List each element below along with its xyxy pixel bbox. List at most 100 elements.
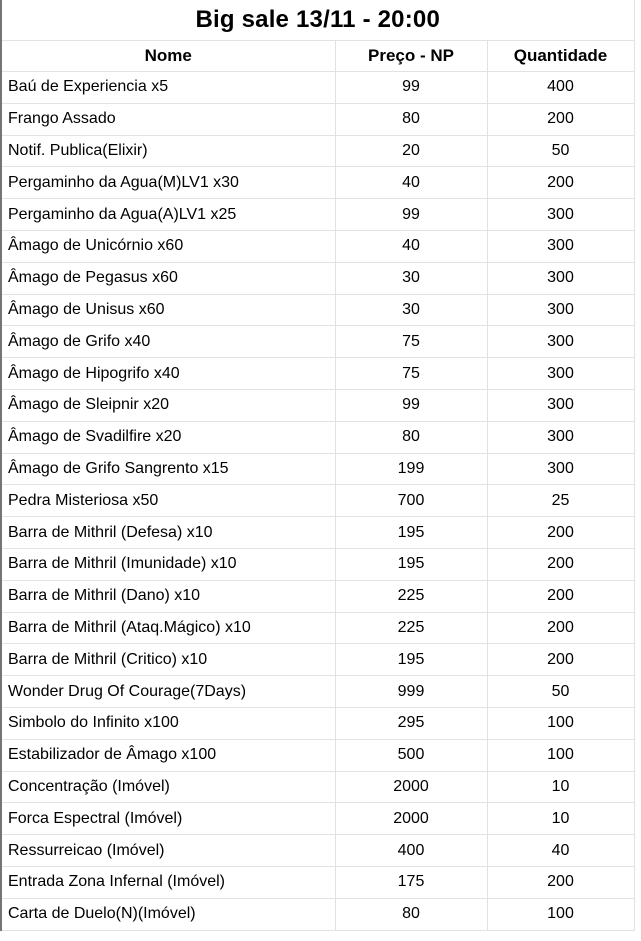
price-cell[interactable]: 999 <box>334 675 488 708</box>
quantity-cell[interactable]: 10 <box>486 770 635 804</box>
quantity-cell[interactable]: 25 <box>486 484 635 518</box>
price-cell[interactable]: 400 <box>334 834 488 867</box>
item-name-cell[interactable]: Âmago de Unicórnio x60 <box>0 229 336 263</box>
quantity-cell[interactable]: 100 <box>486 706 635 740</box>
item-name-cell[interactable]: Pedra Misteriosa x50 <box>0 484 336 518</box>
table-row: Frango Assado 80 200 <box>0 102 635 136</box>
quantity-cell[interactable]: 50 <box>486 134 635 168</box>
price-cell[interactable]: 700 <box>334 484 488 518</box>
price-cell[interactable]: 225 <box>334 579 488 613</box>
quantity-cell[interactable]: 200 <box>486 102 635 136</box>
quantity-cell[interactable]: 100 <box>486 738 635 772</box>
quantity-cell[interactable]: 200 <box>486 611 635 645</box>
price-cell[interactable]: 99 <box>334 71 488 104</box>
item-name-cell[interactable]: Pergaminho da Agua(M)LV1 x30 <box>0 166 336 200</box>
quantity-cell[interactable]: 200 <box>486 865 635 899</box>
price-cell[interactable]: 99 <box>334 198 488 231</box>
item-name-cell[interactable]: Âmago de Grifo x40 <box>0 325 336 359</box>
table-row: Âmago de Grifo Sangrento x15 199 300 <box>0 452 635 486</box>
table-row: Forca Espectral (Imóvel) 2000 10 <box>0 802 635 836</box>
price-cell[interactable]: 30 <box>334 261 488 295</box>
column-header-preco[interactable]: Preço - NP <box>334 40 488 72</box>
item-name-cell[interactable]: Baú de Experiencia x5 <box>0 71 336 104</box>
table-row: Âmago de Unisus x60 30 300 <box>0 293 635 327</box>
quantity-cell[interactable]: 200 <box>486 547 635 581</box>
quantity-cell[interactable]: 300 <box>486 325 635 359</box>
quantity-cell[interactable]: 40 <box>486 834 635 867</box>
quantity-cell[interactable]: 300 <box>486 293 635 327</box>
price-cell[interactable]: 195 <box>334 643 488 677</box>
table-row: Âmago de Unicórnio x60 40 300 <box>0 229 635 263</box>
item-name-cell[interactable]: Forca Espectral (Imóvel) <box>0 802 336 836</box>
item-name-cell[interactable]: Âmago de Svadilfire x20 <box>0 420 336 454</box>
price-cell[interactable]: 75 <box>334 357 488 390</box>
column-header-quantidade[interactable]: Quantidade <box>486 40 635 72</box>
price-cell[interactable]: 175 <box>334 865 488 899</box>
price-cell[interactable]: 500 <box>334 738 488 772</box>
quantity-cell[interactable]: 400 <box>486 71 635 104</box>
item-name-cell[interactable]: Pergaminho da Agua(A)LV1 x25 <box>0 198 336 231</box>
price-cell[interactable]: 20 <box>334 134 488 168</box>
item-name-cell[interactable]: Frango Assado <box>0 102 336 136</box>
table-row: Âmago de Grifo x40 75 300 <box>0 325 635 359</box>
price-cell[interactable]: 80 <box>334 102 488 136</box>
item-name-cell[interactable]: Barra de Mithril (Defesa) x10 <box>0 516 336 549</box>
quantity-cell[interactable]: 100 <box>486 897 635 931</box>
item-name-cell[interactable]: Simbolo do Infinito x100 <box>0 706 336 740</box>
item-name-cell[interactable]: Âmago de Grifo Sangrento x15 <box>0 452 336 486</box>
quantity-cell[interactable]: 50 <box>486 675 635 708</box>
column-header-nome[interactable]: Nome <box>0 40 336 72</box>
item-name-cell[interactable]: Âmago de Sleipnir x20 <box>0 388 336 422</box>
quantity-cell[interactable]: 300 <box>486 261 635 295</box>
quantity-cell[interactable]: 300 <box>486 357 635 390</box>
price-cell[interactable]: 99 <box>334 388 488 422</box>
item-name-cell[interactable]: Âmago de Pegasus x60 <box>0 261 336 295</box>
item-name-cell[interactable]: Ressurreicao (Imóvel) <box>0 834 336 867</box>
price-cell[interactable]: 2000 <box>334 802 488 836</box>
item-name-cell[interactable]: Wonder Drug Of Courage(7Days) <box>0 675 336 708</box>
item-name-cell[interactable]: Barra de Mithril (Dano) x10 <box>0 579 336 613</box>
price-cell[interactable]: 199 <box>334 452 488 486</box>
page-title[interactable]: Big sale 13/11 - 20:00 <box>0 0 635 41</box>
price-cell[interactable]: 30 <box>334 293 488 327</box>
price-cell[interactable]: 40 <box>334 229 488 263</box>
quantity-cell[interactable]: 200 <box>486 166 635 200</box>
item-name-cell[interactable]: Barra de Mithril (Imunidade) x10 <box>0 547 336 581</box>
table-row: Estabilizador de Âmago x100 500 100 <box>0 738 635 772</box>
quantity-cell[interactable]: 300 <box>486 229 635 263</box>
table-body: Baú de Experiencia x5 99 400 Frango Assado 8… <box>0 71 635 931</box>
item-name-cell[interactable]: Entrada Zona Infernal (Imóvel) <box>0 865 336 899</box>
item-name-cell[interactable]: Barra de Mithril (Critico) x10 <box>0 643 336 677</box>
table-row: Barra de Mithril (Ataq.Mágico) x10 225 200 <box>0 611 635 645</box>
item-name-cell[interactable]: Âmago de Unisus x60 <box>0 293 336 327</box>
quantity-cell[interactable]: 200 <box>486 643 635 677</box>
item-name-cell[interactable]: Estabilizador de Âmago x100 <box>0 738 336 772</box>
price-cell[interactable]: 80 <box>334 420 488 454</box>
price-cell[interactable]: 225 <box>334 611 488 645</box>
quantity-cell[interactable]: 300 <box>486 452 635 486</box>
quantity-cell[interactable]: 300 <box>486 198 635 231</box>
item-name-cell[interactable]: Barra de Mithril (Ataq.Mágico) x10 <box>0 611 336 645</box>
price-cell[interactable]: 75 <box>334 325 488 359</box>
quantity-cell[interactable]: 200 <box>486 516 635 549</box>
table-row: Âmago de Sleipnir x20 99 300 <box>0 388 635 422</box>
quantity-cell[interactable]: 200 <box>486 579 635 613</box>
item-name-cell[interactable]: Notif. Publica(Elixir) <box>0 134 336 168</box>
price-cell[interactable]: 80 <box>334 897 488 931</box>
item-name-cell[interactable]: Âmago de Hipogrifo x40 <box>0 357 336 390</box>
quantity-cell[interactable]: 10 <box>486 802 635 836</box>
price-cell[interactable]: 40 <box>334 166 488 200</box>
quantity-cell[interactable]: 300 <box>486 388 635 422</box>
table-row: Ressurreicao (Imóvel) 400 40 <box>0 834 635 867</box>
table-row: Pedra Misteriosa x50 700 25 <box>0 484 635 518</box>
price-cell[interactable]: 195 <box>334 516 488 549</box>
item-name-cell[interactable]: Carta de Duelo(N)(Imóvel) <box>0 897 336 931</box>
table-row: Barra de Mithril (Imunidade) x10 195 200 <box>0 547 635 581</box>
quantity-cell[interactable]: 300 <box>486 420 635 454</box>
item-name-cell[interactable]: Concentração (Imóvel) <box>0 770 336 804</box>
price-cell[interactable]: 2000 <box>334 770 488 804</box>
table-row: Concentração (Imóvel) 2000 10 <box>0 770 635 804</box>
price-cell[interactable]: 195 <box>334 547 488 581</box>
price-cell[interactable]: 295 <box>334 706 488 740</box>
